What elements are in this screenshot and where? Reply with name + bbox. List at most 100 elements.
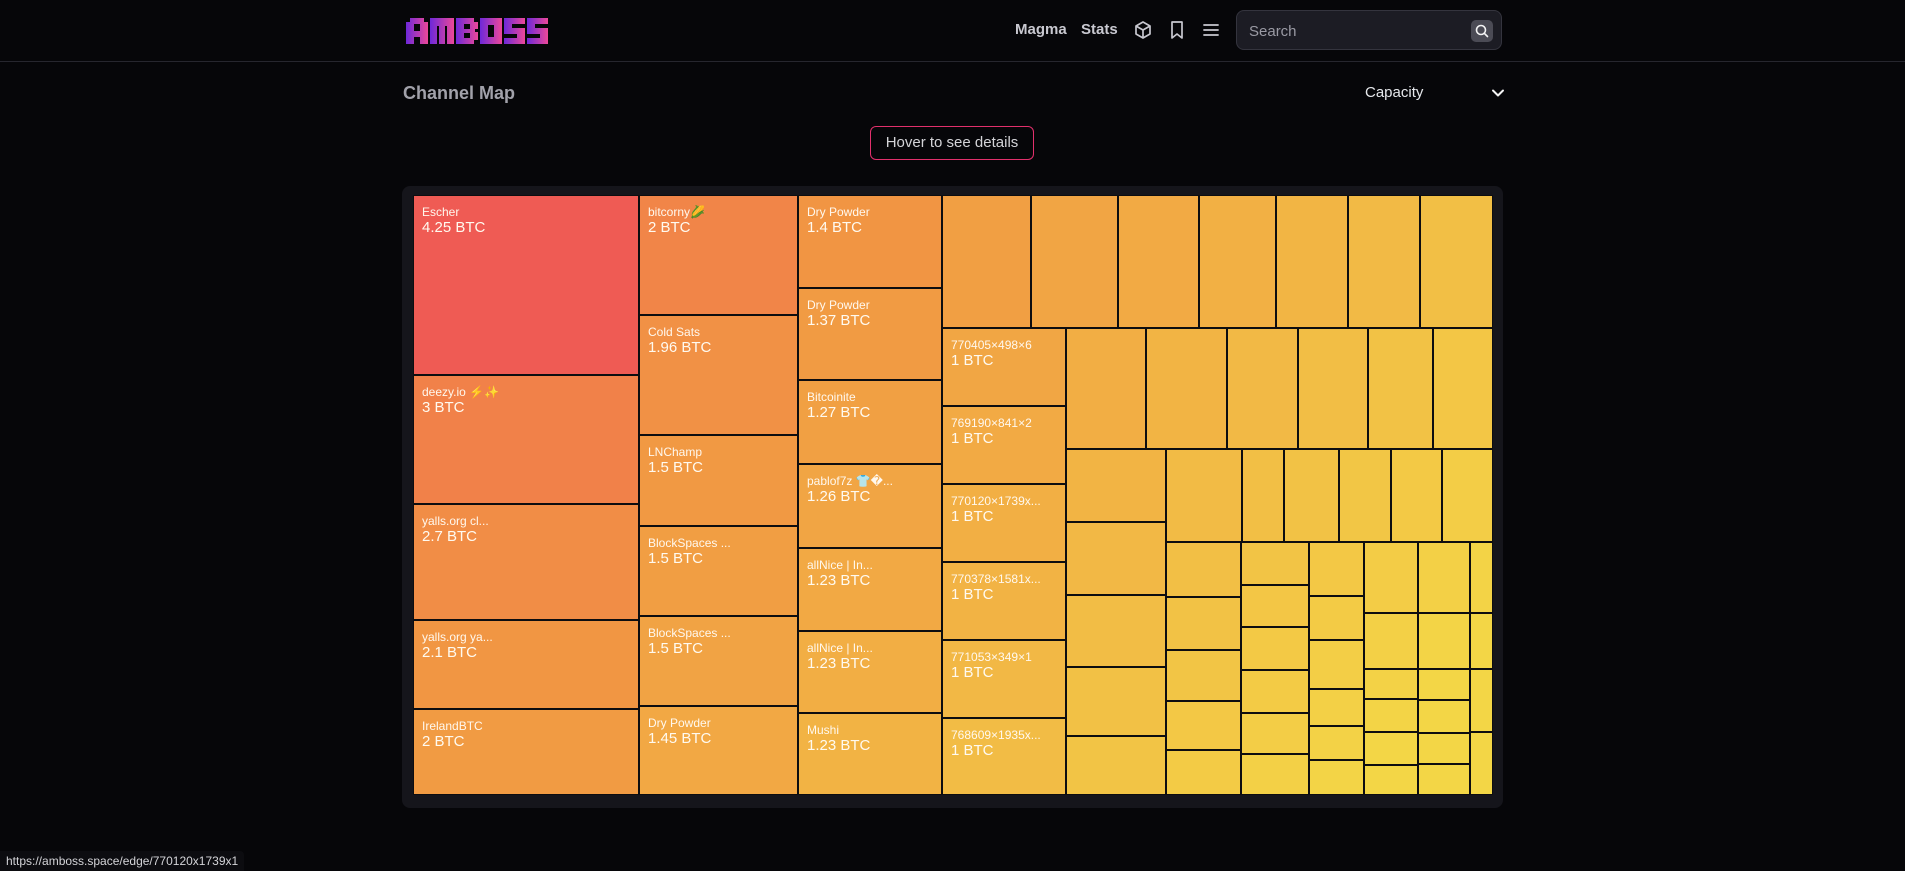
channel-cell-unlabeled[interactable] (1066, 522, 1166, 595)
channel-cell-unlabeled[interactable] (1364, 613, 1418, 669)
channel-cell-unlabeled[interactable] (1242, 449, 1284, 542)
channel-cell[interactable]: Cold Sats 1.96 BTC (639, 315, 798, 435)
channel-cell[interactable]: 770378×1581x... 1 BTC (942, 562, 1066, 640)
nav-link-stats[interactable]: Stats (1081, 21, 1118, 38)
channel-cell-unlabeled[interactable] (1118, 195, 1199, 328)
channel-cell-unlabeled[interactable] (1227, 328, 1298, 449)
nav-link-magma[interactable]: Magma (1015, 21, 1067, 38)
channel-name: BlockSpaces ... (648, 536, 731, 550)
channel-cell-unlabeled[interactable] (942, 195, 1031, 328)
channel-cell-unlabeled[interactable] (1309, 640, 1364, 689)
channel-cell-unlabeled[interactable] (1066, 595, 1166, 667)
channel-cell-unlabeled[interactable] (1166, 701, 1241, 750)
cube-icon[interactable] (1132, 19, 1154, 41)
channel-cell-unlabeled[interactable] (1199, 195, 1276, 328)
channel-cell-unlabeled[interactable] (1309, 760, 1364, 795)
channel-cell-unlabeled[interactable] (1420, 195, 1493, 328)
channel-cell-unlabeled[interactable] (1470, 669, 1493, 732)
channel-cell[interactable]: Dry Powder 1.37 BTC (798, 288, 942, 380)
channel-cell[interactable]: allNice | In... 1.23 BTC (798, 548, 942, 631)
bookmark-icon[interactable] (1166, 19, 1188, 41)
channel-cell-unlabeled[interactable] (1166, 449, 1242, 542)
channel-cell-unlabeled[interactable] (1298, 328, 1368, 449)
channel-cell-unlabeled[interactable] (1241, 542, 1309, 585)
channel-cell-unlabeled[interactable] (1166, 750, 1241, 795)
search-input[interactable] (1247, 20, 1461, 42)
channel-cell-unlabeled[interactable] (1166, 597, 1241, 650)
channel-name: allNice | In... (807, 558, 873, 572)
channel-cell[interactable]: Escher 4.25 BTC (413, 195, 639, 375)
channel-cell-unlabeled[interactable] (1442, 449, 1493, 542)
channel-cell[interactable]: 770405×498×6 1 BTC (942, 328, 1066, 406)
channel-name: 771053×349×1 (951, 650, 1032, 664)
channel-cell-unlabeled[interactable] (1339, 449, 1391, 542)
channel-cell[interactable]: deezy.io ⚡✨ 3 BTC (413, 375, 639, 504)
channel-cell[interactable]: allNice | In... 1.23 BTC (798, 631, 942, 713)
channel-cell-unlabeled[interactable] (1418, 764, 1470, 795)
amboss-logo[interactable] (406, 18, 548, 44)
channel-cell-unlabeled[interactable] (1364, 542, 1418, 613)
channel-cell[interactable]: Mushi 1.23 BTC (798, 713, 942, 795)
channel-cell-unlabeled[interactable] (1309, 596, 1364, 640)
channel-cell-unlabeled[interactable] (1166, 542, 1241, 597)
channel-cell[interactable]: 769190×841×2 1 BTC (942, 406, 1066, 484)
channel-cell-unlabeled[interactable] (1470, 732, 1493, 795)
channel-cell-unlabeled[interactable] (1418, 669, 1470, 700)
channel-cell-unlabeled[interactable] (1166, 650, 1241, 701)
channel-cell-unlabeled[interactable] (1066, 667, 1166, 736)
top-nav-bar: Magma Stats (0, 0, 1905, 62)
channel-cell-unlabeled[interactable] (1364, 669, 1418, 699)
channel-cell-unlabeled[interactable] (1276, 195, 1348, 328)
channel-cell[interactable]: LNChamp 1.5 BTC (639, 435, 798, 526)
channel-cell-unlabeled[interactable] (1364, 732, 1418, 765)
channel-cell[interactable]: BlockSpaces ... 1.5 BTC (639, 616, 798, 706)
channel-cell-unlabeled[interactable] (1031, 195, 1118, 328)
channel-cell[interactable]: Dry Powder 1.4 BTC (798, 195, 942, 288)
channel-cell-unlabeled[interactable] (1309, 542, 1364, 596)
channel-cell[interactable]: Dry Powder 1.45 BTC (639, 706, 798, 795)
channel-cell[interactable]: yalls.org ya... 2.1 BTC (413, 620, 639, 709)
channel-name: allNice | In... (807, 641, 873, 655)
channel-cell-unlabeled[interactable] (1364, 765, 1418, 795)
page-title: Channel Map (403, 83, 516, 103)
channel-cell-unlabeled[interactable] (1364, 699, 1418, 732)
channel-cell-unlabeled[interactable] (1433, 328, 1493, 449)
channel-cell-unlabeled[interactable] (1309, 689, 1364, 726)
channel-cell[interactable]: Bitcoinite 1.27 BTC (798, 380, 942, 464)
channel-cell-unlabeled[interactable] (1241, 670, 1309, 713)
channel-cell-unlabeled[interactable] (1146, 328, 1227, 449)
channel-cell[interactable]: 771053×349×1 1 BTC (942, 640, 1066, 718)
channel-cell[interactable]: 768609×1935x... 1 BTC (942, 718, 1066, 795)
channel-name: bitcorny🌽 (648, 205, 705, 219)
channel-cell-unlabeled[interactable] (1066, 328, 1146, 449)
channel-cell-unlabeled[interactable] (1066, 449, 1166, 522)
channel-cell[interactable]: bitcorny🌽 2 BTC (639, 195, 798, 315)
channel-cell-unlabeled[interactable] (1241, 627, 1309, 670)
channel-cell-unlabeled[interactable] (1470, 613, 1493, 669)
search-icon (1475, 24, 1489, 38)
channel-cell-unlabeled[interactable] (1066, 736, 1166, 795)
channel-capacity: 2 BTC (422, 733, 465, 750)
hover-details-button[interactable]: Hover to see details (870, 126, 1034, 160)
channel-cell-unlabeled[interactable] (1418, 613, 1470, 669)
channel-cell-unlabeled[interactable] (1241, 585, 1309, 627)
channel-cell[interactable]: BlockSpaces ... 1.5 BTC (639, 526, 798, 616)
channel-cell-unlabeled[interactable] (1284, 449, 1339, 542)
metric-select[interactable]: Capacity (1365, 82, 1505, 106)
channel-cell-unlabeled[interactable] (1418, 700, 1470, 733)
channel-cell[interactable]: IrelandBTC 2 BTC (413, 709, 639, 795)
channel-cell-unlabeled[interactable] (1241, 713, 1309, 754)
channel-cell-unlabeled[interactable] (1391, 449, 1442, 542)
channel-cell-unlabeled[interactable] (1418, 733, 1470, 764)
channel-cell-unlabeled[interactable] (1368, 328, 1433, 449)
channel-cell-unlabeled[interactable] (1348, 195, 1420, 328)
channel-cell[interactable]: yalls.org cl... 2.7 BTC (413, 504, 639, 620)
channel-cell-unlabeled[interactable] (1470, 542, 1493, 613)
channel-cell-unlabeled[interactable] (1241, 754, 1309, 795)
menu-icon[interactable] (1200, 19, 1222, 41)
channel-cell[interactable]: pablof7z 👕�... 1.26 BTC (798, 464, 942, 548)
channel-cell-unlabeled[interactable] (1309, 726, 1364, 760)
search-button[interactable] (1471, 20, 1493, 42)
channel-cell-unlabeled[interactable] (1418, 542, 1470, 613)
channel-cell[interactable]: 770120×1739x... 1 BTC (942, 484, 1066, 562)
